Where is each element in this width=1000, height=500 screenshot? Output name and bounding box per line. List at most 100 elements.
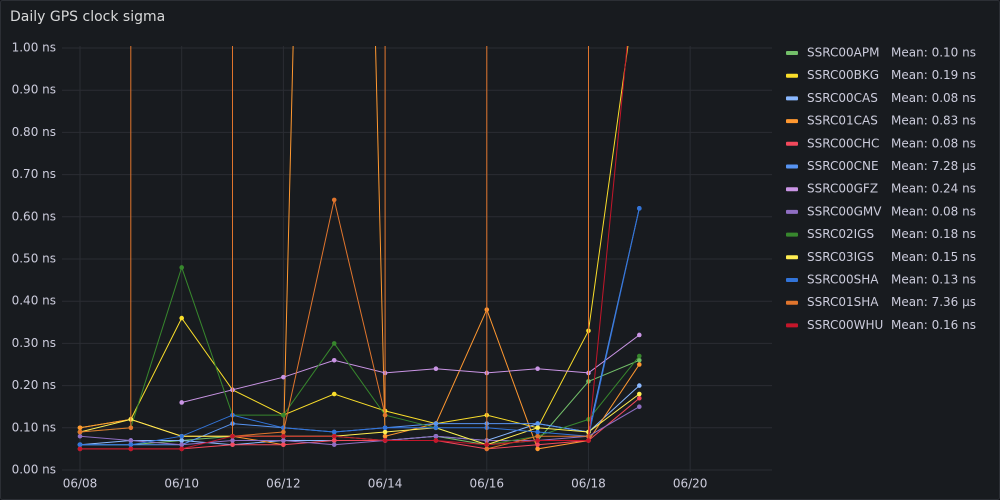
data-point — [637, 383, 642, 388]
legend-label: SSRC00APM — [807, 46, 879, 60]
legend-label: SSRC00CHC — [807, 136, 879, 150]
data-point — [535, 421, 540, 426]
series-line — [181, 334, 640, 403]
data-point — [281, 442, 286, 447]
legend-label: SSRC03IGS — [807, 250, 874, 264]
data-point — [484, 412, 490, 418]
legend-label: SSRC00BKG — [807, 68, 879, 82]
legend-swatch — [786, 323, 798, 328]
data-point — [484, 446, 490, 452]
data-point — [484, 370, 490, 376]
series-line — [79, 406, 640, 446]
x-tick-label: 06/10 — [164, 477, 199, 491]
y-tick-label: 0.10 ns — [12, 420, 56, 434]
data-point — [535, 442, 540, 447]
legend-mean: Mean: 0.10 ns — [891, 46, 976, 60]
y-tick-label: 0.00 ns — [12, 463, 56, 477]
data-point — [637, 206, 642, 211]
y-tick-label: 0.50 ns — [12, 252, 56, 266]
data-point — [535, 425, 540, 431]
data-point — [382, 425, 388, 431]
data-point — [77, 446, 83, 452]
data-point — [128, 425, 134, 431]
data-point — [382, 438, 388, 443]
series-line — [79, 393, 640, 446]
data-point — [484, 421, 490, 426]
data-point — [128, 442, 134, 447]
data-point — [281, 438, 286, 443]
data-point — [382, 412, 388, 418]
data-point — [535, 429, 540, 435]
legend-mean: Mean: 0.16 ns — [891, 318, 976, 332]
legend-swatch — [786, 164, 798, 169]
legend-mean: Mean: 0.15 ns — [891, 250, 976, 264]
data-point — [281, 374, 286, 380]
plot-area — [77, 46, 642, 452]
legend-mean: Mean: 0.13 ns — [891, 273, 976, 287]
data-point — [179, 446, 184, 452]
legend-mean: Mean: 0.08 ns — [891, 136, 976, 150]
data-point — [484, 442, 490, 447]
legend-label: SSRC00WHU — [807, 318, 883, 332]
legend-mean: Mean: 7.36 µs — [891, 295, 976, 309]
data-point — [77, 425, 83, 431]
data-point — [433, 433, 439, 439]
legend-swatch — [786, 209, 798, 214]
data-point — [230, 433, 235, 439]
legend-label: SSRC01CAS — [807, 114, 878, 128]
data-point — [77, 442, 83, 447]
data-point — [484, 307, 490, 312]
data-point — [77, 433, 83, 439]
data-point — [484, 425, 490, 431]
y-tick-label: 1.00 ns — [12, 41, 56, 55]
data-point — [637, 353, 642, 359]
data-point — [433, 366, 439, 372]
legend-mean: Mean: 0.19 ns — [891, 68, 976, 82]
y-tick-label: 0.30 ns — [12, 336, 56, 350]
legend-swatch — [786, 119, 798, 124]
y-tick-label: 0.40 ns — [12, 294, 56, 308]
legend-swatch — [786, 73, 798, 78]
x-tick-label: 06/16 — [469, 477, 504, 491]
chart-title: Daily GPS clock sigma — [10, 9, 165, 25]
series-line — [80, 46, 628, 450]
x-tick-label: 06/08 — [63, 477, 98, 491]
legend-swatch — [786, 141, 798, 146]
y-tick-label: 0.70 ns — [12, 167, 56, 181]
data-point — [535, 366, 540, 372]
data-point — [637, 362, 642, 367]
data-point — [281, 412, 286, 418]
data-point — [179, 442, 184, 447]
data-point — [637, 357, 642, 363]
legend-label: SSRC02IGS — [807, 227, 874, 241]
data-point — [281, 429, 286, 435]
y-tick-label: 0.60 ns — [12, 209, 56, 223]
legend-label: SSRC01SHA — [807, 295, 879, 309]
legend-mean: Mean: 0.08 ns — [891, 204, 976, 218]
data-point — [331, 357, 337, 363]
data-point — [433, 438, 439, 443]
data-point — [128, 446, 134, 452]
legend-swatch — [786, 232, 798, 237]
x-tick-label: 06/14 — [368, 477, 403, 491]
data-point — [535, 446, 540, 452]
data-point — [230, 442, 235, 447]
series-line — [80, 208, 640, 446]
legend-mean: Mean: 7.28 µs — [891, 159, 976, 173]
legend-mean: Mean: 0.18 ns — [891, 227, 976, 241]
data-point — [535, 433, 540, 439]
legend-swatch — [786, 96, 798, 101]
series-line — [79, 265, 640, 446]
legend-swatch — [786, 278, 798, 282]
legend-swatch — [786, 187, 798, 192]
legend-mean: Mean: 0.24 ns — [891, 182, 976, 196]
legend-label: SSRC00CNE — [807, 159, 879, 173]
data-point — [331, 429, 337, 435]
legend-swatch — [786, 300, 798, 305]
data-point — [331, 433, 337, 439]
series-line — [79, 46, 629, 429]
legend-label: SSRC00CAS — [807, 91, 878, 105]
legend: SSRC00APM Mean: 0.10 ns SSRC00BKG Mean: 0.1… — [786, 46, 976, 332]
legend-swatch — [786, 51, 798, 55]
legend-mean: Mean: 0.08 ns — [891, 91, 976, 105]
